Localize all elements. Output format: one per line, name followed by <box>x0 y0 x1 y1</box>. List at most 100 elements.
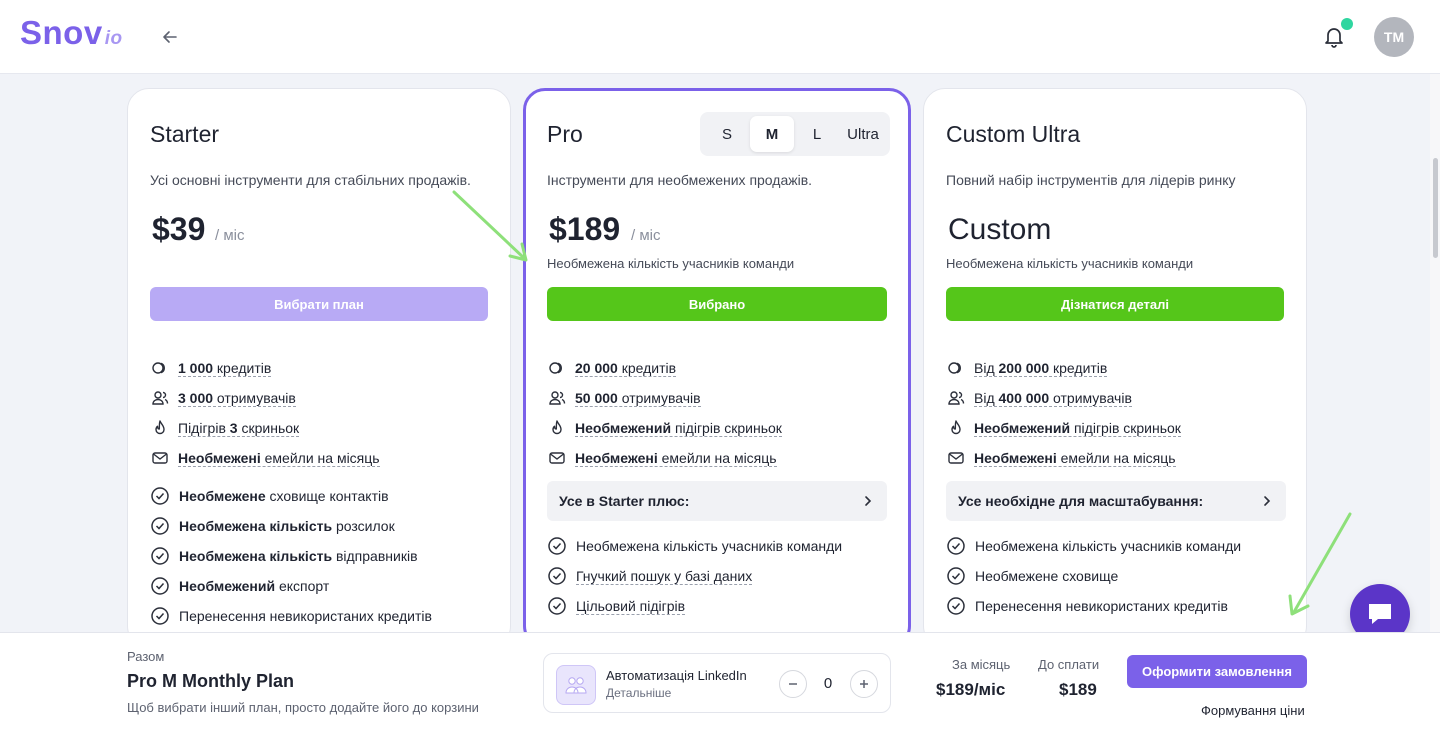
check-circle-icon <box>151 487 169 505</box>
included-item: Цільовий підігрів <box>547 591 887 621</box>
users-icon <box>547 388 567 408</box>
included-list: Необмежена кількість учасників команди Г… <box>547 531 887 621</box>
included-item: Перенесення невикористаних кредитів <box>946 591 1286 621</box>
check-circle-icon <box>151 547 169 565</box>
check-circle-icon <box>947 567 965 585</box>
plan-card-pro: S M L Ultra Pro Інструменти для необмеже… <box>523 88 911 648</box>
included-item: Перенесення невикористаних кредитів <box>150 601 490 631</box>
addon-quantity: 0 <box>823 675 833 692</box>
included-item: Необмежена кількість учасників команди <box>547 531 887 561</box>
logo-suffix: io <box>104 28 123 49</box>
size-option-l[interactable]: L <box>812 125 822 143</box>
monthly-label: За місяць <box>952 657 1011 672</box>
decrease-quantity-button[interactable] <box>779 670 807 698</box>
minus-icon <box>789 683 797 685</box>
expander-label: Усе необхідне для масштабування: <box>958 493 1204 509</box>
feature-list: 1 000 кредитів 3 000 отримувачів Підігрі… <box>150 353 490 473</box>
check-circle-icon <box>947 537 965 555</box>
feature-credits: 20 000 кредитів <box>547 353 887 383</box>
plan-title: Pro <box>547 121 583 147</box>
check-circle-icon <box>548 537 566 555</box>
cart-hint: Щоб вибрати інший план, просто додайте й… <box>127 700 479 715</box>
check-circle-icon <box>151 577 169 595</box>
envelope-icon <box>150 448 170 468</box>
feature-warmup: Необмежений підігрів скриньок <box>547 413 887 443</box>
plan-price: $39 <box>152 211 206 247</box>
size-selector: S M L Ultra <box>700 112 890 156</box>
due-value: $189 <box>1059 680 1097 699</box>
check-circle-icon <box>548 567 566 585</box>
feature-recipients: 50 000 отримувачів <box>547 383 887 413</box>
plan-title: Custom Ultra <box>946 121 1081 147</box>
included-item: Гнучкий пошук у базі даних <box>547 561 887 591</box>
plan-card-starter: Starter Усі основні інструменти для стаб… <box>127 88 511 648</box>
chevron-right-icon <box>865 496 872 506</box>
feature-recipients: 3 000 отримувачів <box>150 383 490 413</box>
included-list: Необмежена кількість учасників команди Н… <box>946 531 1286 621</box>
linkedin-automation-icon <box>556 665 596 705</box>
back-arrow-icon[interactable] <box>158 25 182 49</box>
feature-emails: Необмежені емейли на місяць <box>150 443 490 473</box>
included-item: Необмежене сховище контактів <box>150 481 490 511</box>
snovio-logo[interactable]: Snov io <box>20 14 123 52</box>
page-scrollbar[interactable] <box>1430 74 1440 634</box>
plan-price: $189 <box>549 211 621 247</box>
plan-description: Повний набір інструментів для лідерів ри… <box>946 172 1236 188</box>
feature-warmup: Підігрів 3 скриньок <box>150 413 490 443</box>
included-item: Необмежена кількість розсилок <box>150 511 490 541</box>
top-bar: Snov io TM <box>0 0 1440 74</box>
flame-icon <box>547 418 567 438</box>
check-circle-icon <box>947 597 965 615</box>
coins-icon <box>150 358 170 378</box>
plan-card-custom-ultra: Custom Ultra Повний набір інструментів д… <box>923 88 1307 648</box>
expander-label: Усе в Starter плюс: <box>559 493 690 509</box>
feature-emails: Необмежені емейли на місяць <box>946 443 1286 473</box>
plan-description: Усі основні інструменти для стабільних п… <box>150 172 471 188</box>
included-list: Необмежене сховище контактів Необмежена … <box>150 481 490 631</box>
team-note: Необмежена кількість учасників команди <box>946 256 1194 271</box>
addon-details-link[interactable]: Детальніше <box>606 686 672 700</box>
check-circle-icon <box>151 517 169 535</box>
linkedin-addon: Автоматизація LinkedIn Детальніше 0 <box>543 653 891 713</box>
team-note: Необмежена кількість учасників команди <box>547 256 795 271</box>
scrollbar-thumb[interactable] <box>1433 158 1438 258</box>
included-item: Необмежене сховище <box>946 561 1286 591</box>
selected-plan-button[interactable]: Вибрано <box>547 287 887 321</box>
included-item: Необмежена кількість відправників <box>150 541 490 571</box>
feature-emails: Необмежені емейли на місяць <box>547 443 887 473</box>
pricing-breakdown-link[interactable]: Формування ціни <box>1201 703 1305 718</box>
flame-icon <box>946 418 966 438</box>
increase-quantity-button[interactable] <box>850 670 878 698</box>
plan-title: Starter <box>150 121 220 147</box>
flame-icon <box>150 418 170 438</box>
learn-details-button[interactable]: Дізнатися деталі <box>946 287 1284 321</box>
place-order-button[interactable]: Оформити замовлення <box>1127 655 1307 688</box>
starter-plus-expander[interactable]: Усе в Starter плюс: <box>547 481 887 521</box>
feature-list: 20 000 кредитів 50 000 отримувачів Необм… <box>547 353 887 473</box>
user-avatar[interactable]: TM <box>1374 17 1414 57</box>
scaling-expander[interactable]: Усе необхідне для масштабування: <box>946 481 1286 521</box>
due-label: До сплати <box>1038 657 1100 672</box>
notification-dot <box>1341 18 1353 30</box>
choose-plan-button[interactable]: Вибрати план <box>150 287 488 321</box>
selected-plan-name: Pro M Monthly Plan <box>127 671 295 691</box>
feature-warmup: Необмежений підігрів скриньок <box>946 413 1286 443</box>
users-icon <box>150 388 170 408</box>
feature-credits: Від 200 000 кредитів <box>946 353 1286 383</box>
price-period: / міс <box>215 227 245 244</box>
included-item: Необмежена кількість учасників команди <box>946 531 1286 561</box>
feature-credits: 1 000 кредитів <box>150 353 490 383</box>
size-option-m[interactable]: M <box>750 116 794 152</box>
monthly-value: $189/міс <box>936 680 1006 699</box>
chevron-right-icon <box>1264 496 1271 506</box>
chat-icon <box>1369 604 1391 624</box>
addon-title: Автоматизація LinkedIn <box>606 668 747 683</box>
included-item: Необмежений експорт <box>150 571 490 601</box>
total-label: Разом <box>127 649 165 664</box>
users-icon <box>946 388 966 408</box>
plan-price: Custom <box>948 213 1052 246</box>
size-option-ultra[interactable]: Ultra <box>847 125 879 143</box>
size-option-s[interactable]: S <box>721 125 732 143</box>
feature-list: Від 200 000 кредитів Від 400 000 отримув… <box>946 353 1286 473</box>
notification-bell-icon[interactable] <box>1322 24 1346 50</box>
